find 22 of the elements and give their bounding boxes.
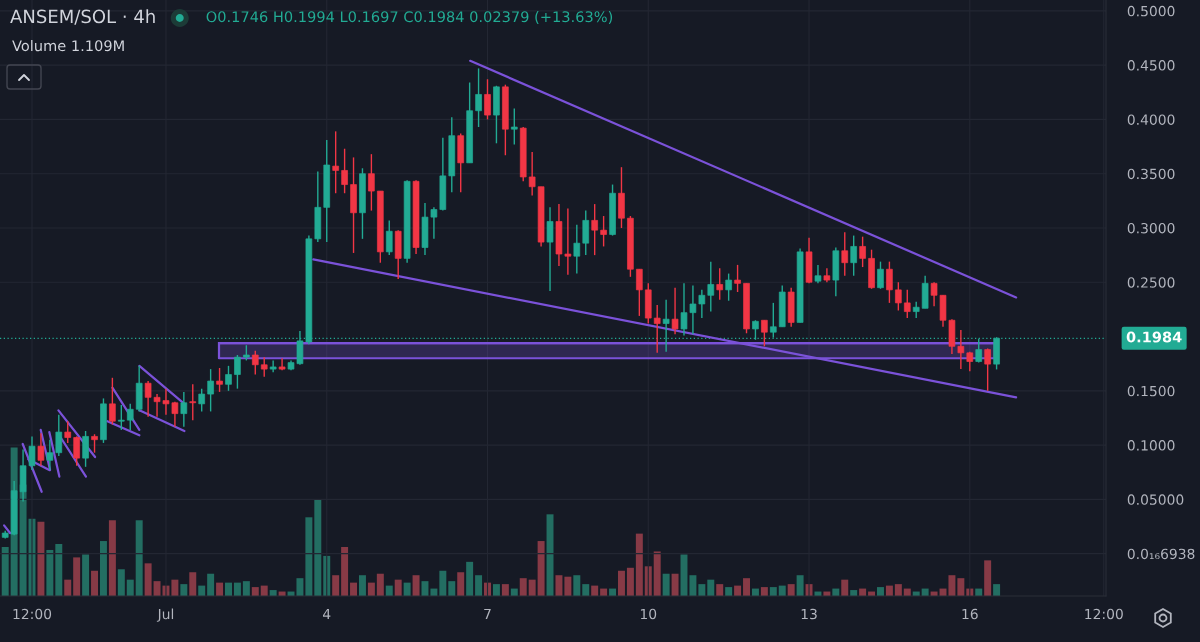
x-tick-label: 4 (323, 608, 331, 620)
annotation: Volume 1.109M (12, 39, 124, 52)
y-tick-label: 0.4000 (1127, 114, 1175, 125)
y-tick-label: 0.05000 (1127, 494, 1184, 505)
y-tick-label: 0.1500 (1127, 385, 1175, 397)
x-tick-label: 12:00 (1085, 608, 1123, 620)
y-tick-label: 0.3000 (1127, 222, 1175, 234)
x-tick-label: Jul (156, 608, 174, 622)
y-tick-label: 0.5000 (1127, 5, 1175, 17)
x-tick-label: 10 (640, 608, 657, 620)
y-tick-label: 0.4500 (1127, 60, 1175, 71)
x-tick-label: 16 (962, 608, 978, 620)
annotation: O0.1746 H0.1994 L0.1697 C0.1984 0.02379 (+13.63%) (206, 10, 613, 24)
x-tick-label: 12:00 (13, 608, 52, 620)
x-tick-label: 7 (484, 608, 491, 620)
y-tick-label: 0.0₁₆6938 (1127, 548, 1195, 560)
y-tick-label: 0.3500 (1127, 168, 1175, 180)
ref-line-label: 0.1984 (1126, 331, 1182, 343)
y-tick-label: 0.1000 (1127, 440, 1175, 451)
chart-title: ANSEM/SOL · 4h (10, 9, 155, 25)
x-tick-label: 13 (801, 608, 817, 620)
y-tick-label: 0.2500 (1127, 277, 1175, 288)
